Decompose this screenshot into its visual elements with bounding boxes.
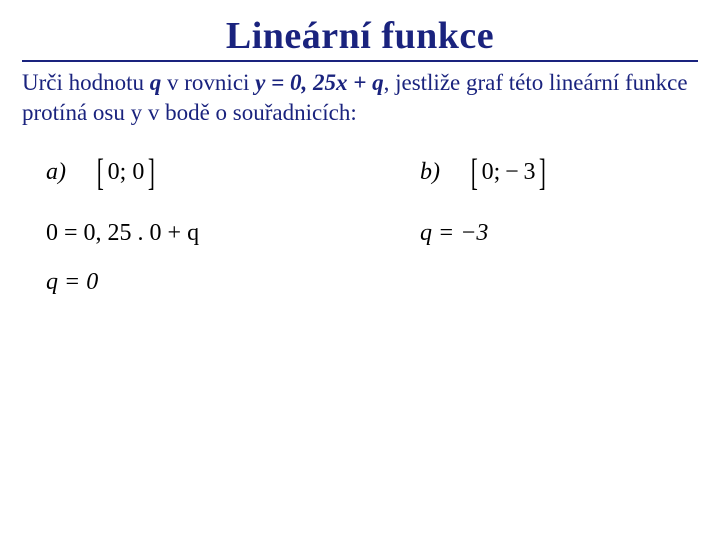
prompt-equation: y = 0, 25x + q (255, 70, 383, 95)
point-a: [ 0; 0 ] (94, 154, 158, 192)
item-b-header: b) [ 0; − 3 ] (420, 154, 698, 192)
columns: a) [ 0; 0 ] 0 = 0, 25 . 0 + q q = 0 b) [… (22, 154, 698, 318)
column-a: a) [ 0; 0 ] 0 = 0, 25 . 0 + q q = 0 (22, 154, 360, 318)
label-a: a) (46, 159, 94, 186)
bracket-right-icon: ] (148, 154, 155, 192)
answer-b-text: q = −3 (420, 220, 488, 246)
answer-a-text: q = 0 (46, 269, 98, 295)
bracket-left-icon: [ (97, 154, 104, 192)
step-a-text: 0 = 0, 25 . 0 + q (46, 220, 199, 246)
answer-a: q = 0 (46, 269, 360, 296)
answer-b: q = −3 (420, 220, 698, 247)
column-b: b) [ 0; − 3 ] q = −3 (360, 154, 698, 318)
label-b: b) (420, 159, 468, 186)
point-b-coords: 0; − 3 (481, 159, 537, 186)
step-a: 0 = 0, 25 . 0 + q (46, 220, 360, 247)
prompt-text-2: v rovnici (161, 70, 255, 95)
point-b: [ 0; − 3 ] (468, 154, 549, 192)
bracket-right-icon: ] (539, 154, 546, 192)
title-underline (22, 60, 698, 62)
prompt-text-1: Urči hodnotu (22, 70, 150, 95)
item-a-header: a) [ 0; 0 ] (46, 154, 360, 192)
problem-statement: Urči hodnotu q v rovnici y = 0, 25x + q,… (22, 68, 698, 128)
page-title: Lineární funkce (22, 14, 698, 58)
point-a-coords: 0; 0 (107, 159, 146, 186)
prompt-var-q: q (150, 70, 162, 95)
bracket-left-icon: [ (471, 154, 478, 192)
slide: Lineární funkce Urči hodnotu q v rovnici… (0, 0, 720, 540)
